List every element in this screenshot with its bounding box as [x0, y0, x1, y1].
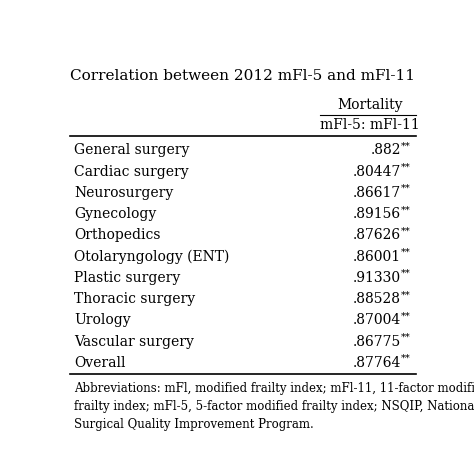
Text: .87004: .87004	[353, 313, 401, 327]
Text: **: **	[401, 290, 410, 299]
Text: **: **	[401, 226, 410, 235]
Text: Plastic surgery: Plastic surgery	[74, 270, 180, 284]
Text: .87626: .87626	[353, 228, 401, 242]
Text: **: **	[401, 332, 410, 341]
Text: General surgery: General surgery	[74, 143, 189, 157]
Text: Orthopedics: Orthopedics	[74, 228, 160, 242]
Text: .882: .882	[370, 143, 401, 157]
Text: mFl-5: mFl-11: mFl-5: mFl-11	[320, 118, 419, 132]
Text: **: **	[401, 162, 410, 172]
Text: **: **	[401, 269, 410, 278]
Text: Gynecology: Gynecology	[74, 207, 156, 221]
Text: Neurosurgery: Neurosurgery	[74, 185, 173, 200]
Text: **: **	[401, 184, 410, 193]
Text: Correlation between 2012 mFl-5 and mFl-11: Correlation between 2012 mFl-5 and mFl-1…	[71, 69, 415, 83]
Text: Vascular surgery: Vascular surgery	[74, 334, 194, 348]
Text: .89156: .89156	[353, 207, 401, 221]
Text: Abbreviations: mFl, modified frailty index; mFl-11, 11-factor modified
frailty i: Abbreviations: mFl, modified frailty ind…	[74, 381, 474, 430]
Text: **: **	[401, 247, 410, 256]
Text: **: **	[401, 311, 410, 320]
Text: **: **	[401, 353, 410, 362]
Text: **: **	[401, 205, 410, 214]
Text: Overall: Overall	[74, 355, 126, 369]
Text: **: **	[401, 141, 410, 150]
Text: .91330: .91330	[353, 270, 401, 284]
Text: Cardiac surgery: Cardiac surgery	[74, 164, 189, 178]
Text: .87764: .87764	[353, 355, 401, 369]
Text: .86001: .86001	[353, 249, 401, 263]
Text: .86775: .86775	[353, 334, 401, 348]
Text: .88528: .88528	[353, 291, 401, 306]
Text: Thoracic surgery: Thoracic surgery	[74, 291, 195, 306]
Text: .86617: .86617	[353, 185, 401, 200]
Text: Otolaryngology (ENT): Otolaryngology (ENT)	[74, 249, 229, 263]
Text: Urology: Urology	[74, 313, 130, 327]
Text: .80447: .80447	[353, 164, 401, 178]
Text: Mortality: Mortality	[337, 97, 402, 112]
